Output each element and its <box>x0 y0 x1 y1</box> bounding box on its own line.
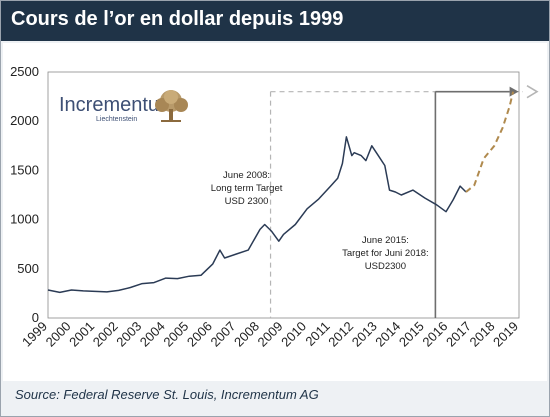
annotation-line: USD 2300 <box>225 196 269 207</box>
target-2008-arrowhead <box>526 84 539 99</box>
annotation-line: June 2015: <box>362 235 409 246</box>
x-tick-label: 2000 <box>43 319 74 350</box>
y-tick-label: 2000 <box>10 113 39 128</box>
y-tick-label: 2500 <box>10 64 39 79</box>
series-group <box>47 91 515 294</box>
chart-title: Cours de l’or en dollar depuis 1999 <box>11 8 344 30</box>
x-tick-label: 2001 <box>66 319 97 350</box>
x-tick-label: 2011 <box>302 319 332 349</box>
tree-icon <box>155 90 188 122</box>
forecast-line <box>465 91 515 193</box>
annotation-line: Long term Target <box>211 183 283 194</box>
y-tick-label: 1500 <box>10 162 39 177</box>
plot-area <box>47 71 520 319</box>
x-tick-label: 2018 <box>467 319 498 350</box>
incrementum-logo: Incrementum Liechtenstein <box>59 90 188 123</box>
x-tick-label: 2013 <box>349 319 380 350</box>
x-tick-label: 2007 <box>207 319 238 350</box>
x-tick-label: 1999 <box>19 319 50 350</box>
x-tick-label: 2003 <box>113 319 144 350</box>
annotations: June 2008: Long term Target USD 2300 June 2… <box>211 170 429 272</box>
x-tick-label: 2009 <box>255 319 286 350</box>
gold-price-line <box>47 136 467 294</box>
title-bar: Cours de l’or en dollar depuis 1999 <box>1 1 549 41</box>
annotation-line: June 2008: <box>223 170 270 181</box>
logo-subtitle: Liechtenstein <box>96 116 137 123</box>
annotation-line: Target for Juni 2018: <box>342 248 429 259</box>
x-tick-label: 2008 <box>231 319 262 350</box>
logo-name: Incrementum <box>59 94 176 116</box>
y-tick-label: 1000 <box>10 212 39 227</box>
x-tick-label: 2014 <box>372 319 403 350</box>
gold-price-chart: Incrementum Liechtenstein 0 500 1000 1500 20… <box>10 64 539 350</box>
x-tick-label: 2012 <box>325 319 356 350</box>
x-tick-label: 2019 <box>490 319 521 350</box>
source-note: Source: Federal Reserve St. Louis, Incre… <box>15 387 319 402</box>
x-tick-label: 2004 <box>137 319 168 350</box>
x-tick-label: 2010 <box>278 319 309 350</box>
x-tick-label: 2016 <box>419 319 450 350</box>
x-tick-label: 2017 <box>443 319 474 350</box>
y-tick-label: 0 <box>32 310 39 325</box>
annotation-line: USD2300 <box>365 261 406 272</box>
x-tick-label: 2005 <box>160 319 191 350</box>
x-tick-label: 2002 <box>90 319 121 350</box>
x-tick-label: 2015 <box>396 319 427 350</box>
x-tick-label: 2006 <box>184 319 215 350</box>
y-tick-label: 500 <box>17 261 39 276</box>
